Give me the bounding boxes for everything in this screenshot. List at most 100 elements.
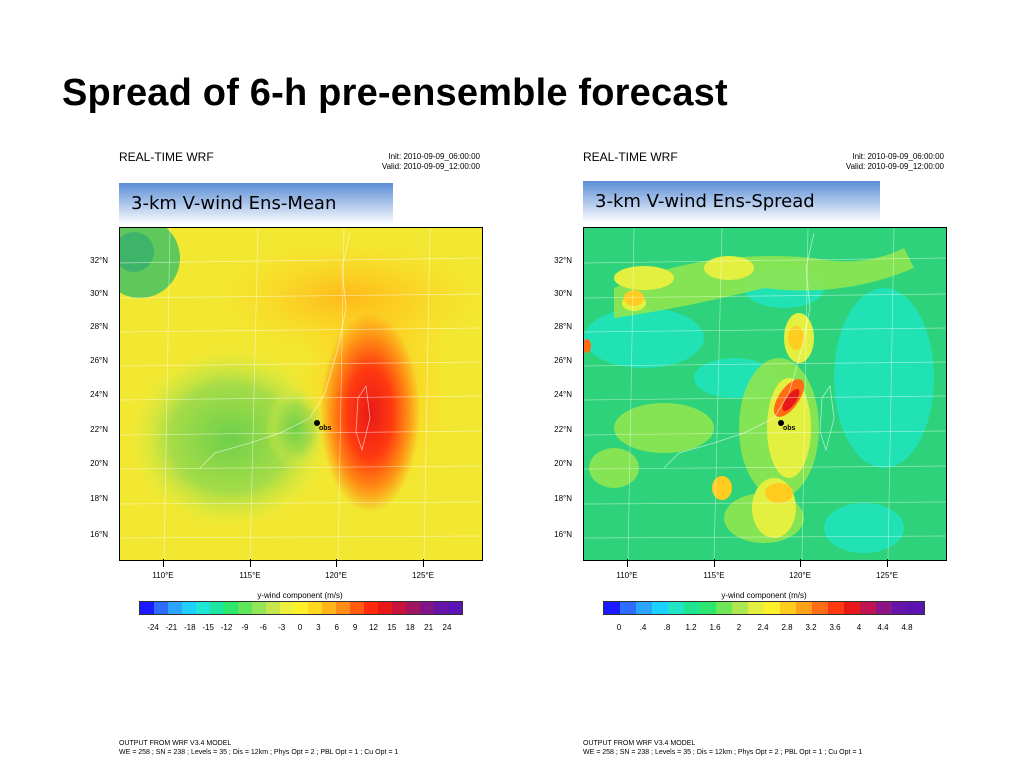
colorbar-swatch	[210, 602, 224, 614]
colorbar-swatch	[860, 602, 876, 614]
colorbar-swatch	[876, 602, 892, 614]
colorbar-swatch	[732, 602, 748, 614]
colorbar-swatch	[434, 602, 448, 614]
lon-label: 115°E	[239, 571, 261, 580]
colorbar-tick-label: 0	[616, 623, 622, 632]
panel-header-title: REAL-TIME WRF	[119, 150, 214, 164]
lat-label: 16°N	[90, 530, 108, 539]
colorbar-swatch	[392, 602, 406, 614]
lat-label: 24°N	[90, 390, 108, 399]
obs-marker	[778, 420, 784, 426]
lat-label: 26°N	[90, 356, 108, 365]
colorbar-tick-label: 4	[856, 623, 862, 632]
colorbar-tick-label: 3	[316, 623, 321, 632]
colorbar-tick-label: -18	[183, 623, 196, 632]
colorbar-tick-label: 21	[424, 623, 434, 632]
colorbar-title: y-wind component (m/s)	[721, 591, 807, 600]
lat-label: 20°N	[90, 459, 108, 468]
lon-tick	[627, 559, 628, 567]
colorbar-tick-label: .4	[639, 623, 647, 632]
lon-label: 125°E	[876, 571, 898, 580]
colorbar	[603, 601, 925, 615]
colorbar-swatch	[908, 602, 924, 614]
colorbar-swatch	[448, 602, 462, 614]
colorbar-tick-label: 9	[352, 623, 358, 632]
colorbar-swatch	[280, 602, 294, 614]
colorbar-swatch	[716, 602, 732, 614]
colorbar-swatch	[828, 602, 844, 614]
colorbar-swatch	[364, 602, 378, 614]
colorbar-title: y-wind component (m/s)	[257, 591, 343, 600]
lon-tick	[714, 559, 715, 567]
obs-label: obs	[783, 425, 796, 432]
lat-label: 22°N	[554, 425, 572, 434]
lon-label: 120°E	[325, 571, 347, 580]
colorbar-tick-label: 12	[369, 623, 378, 632]
lat-label: 18°N	[90, 494, 108, 503]
colorbar-tick-label: 1.2	[685, 623, 697, 632]
colorbar-tick-label: 3.6	[829, 623, 841, 632]
colorbar	[139, 601, 463, 615]
colorbar-swatch	[780, 602, 796, 614]
init-valid-times: Init: 2010-09-09_06:00:00 Valid: 2010-09…	[846, 152, 944, 172]
lon-tick	[887, 559, 888, 567]
colorbar-swatch	[238, 602, 252, 614]
lat-label: 30°N	[554, 289, 572, 298]
colorbar-swatch	[196, 602, 210, 614]
lat-label: 20°N	[554, 459, 572, 468]
footer-line-2: WE = 258 ; SN = 238 ; Levels = 35 ; Dis …	[583, 749, 863, 756]
colorbar-tick-label: 2.8	[781, 623, 793, 632]
colorbar-swatch	[700, 602, 716, 614]
colorbar-tick-label: -24	[147, 623, 159, 632]
overlay-label-text: 3-km V-wind Ens-Mean	[131, 193, 337, 214]
model-footer: OUTPUT FROM WRF V3.4 MODEL WE = 258 ; SN…	[119, 739, 398, 757]
overlay-label: 3-km V-wind Ens-Spread	[583, 181, 880, 223]
lon-label: 115°E	[703, 571, 725, 580]
colorbar-tick-label: 24	[442, 623, 452, 632]
lat-label: 28°N	[90, 322, 108, 331]
footer-line-1: OUTPUT FROM WRF V3.4 MODEL	[119, 740, 232, 747]
colorbar-tick-label: 15	[387, 623, 397, 632]
colorbar-tick-label: .8	[663, 623, 671, 632]
lon-label: 110°E	[616, 571, 638, 580]
footer-line-2: WE = 258 ; SN = 238 ; Levels = 35 ; Dis …	[119, 749, 399, 756]
colorbar-swatch	[154, 602, 168, 614]
lon-tick	[336, 559, 337, 567]
colorbar-swatch	[420, 602, 434, 614]
model-footer: OUTPUT FROM WRF V3.4 MODEL WE = 258 ; SN…	[583, 739, 862, 757]
panel-header-title: REAL-TIME WRF	[583, 150, 678, 164]
colorbar-tick-label: -6	[259, 623, 267, 632]
colorbar-tick-label: -12	[220, 623, 233, 632]
colorbar-tick-label: -15	[202, 623, 214, 632]
colorbar-swatch	[224, 602, 238, 614]
colorbar-tick-label: 2	[736, 623, 742, 632]
lon-label: 125°E	[412, 571, 434, 580]
colorbar-swatch	[308, 602, 322, 614]
colorbar-tick-label: 2.4	[757, 623, 769, 632]
init-valid-times: Init: 2010-09-09_06:00:00 Valid: 2010-09…	[382, 152, 480, 172]
lat-label: 26°N	[554, 356, 572, 365]
lat-label: 32°N	[554, 256, 572, 265]
colorbar-tick-label: 4.8	[901, 623, 913, 632]
colorbar-swatch	[350, 602, 364, 614]
lat-label: 16°N	[554, 530, 572, 539]
ens-mean-map: obs	[119, 227, 483, 561]
colorbar-swatch	[168, 602, 182, 614]
slide-title: Spread of 6-h pre-ensemble forecast	[62, 72, 728, 114]
colorbar-swatch	[764, 602, 780, 614]
colorbar-swatch	[252, 602, 266, 614]
colorbar-swatch	[796, 602, 812, 614]
colorbar-tick-label: 0	[297, 623, 303, 632]
colorbar-swatch	[668, 602, 684, 614]
obs-marker	[314, 420, 320, 426]
overlay-label: 3-km V-wind Ens-Mean	[119, 183, 393, 225]
colorbar-swatch	[636, 602, 652, 614]
colorbar-swatch	[620, 602, 636, 614]
lat-label: 28°N	[554, 322, 572, 331]
init-time: Init: 2010-09-09_06:00:00	[388, 152, 480, 161]
valid-time: Valid: 2010-09-09_12:00:00	[845, 162, 944, 171]
lat-label: 24°N	[554, 390, 572, 399]
obs-label: obs	[319, 425, 332, 432]
colorbar-tick-label: -21	[165, 623, 178, 632]
colorbar-swatch	[182, 602, 196, 614]
